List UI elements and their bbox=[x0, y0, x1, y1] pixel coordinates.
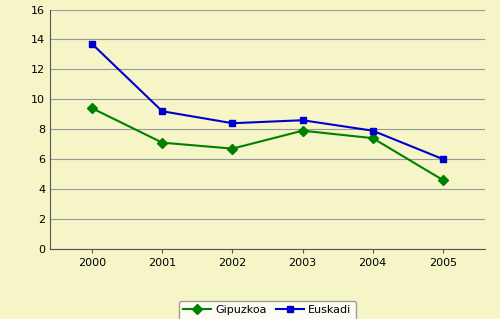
Line: Gipuzkoa: Gipuzkoa bbox=[88, 105, 446, 183]
Gipuzkoa bbox=[300, 129, 306, 133]
Euskadi bbox=[300, 118, 306, 122]
Euskadi bbox=[230, 121, 235, 125]
Gipuzkoa bbox=[440, 178, 446, 182]
Gipuzkoa bbox=[230, 147, 235, 151]
Gipuzkoa bbox=[370, 136, 376, 140]
Legend: Gipuzkoa, Euskadi: Gipuzkoa, Euskadi bbox=[179, 301, 356, 319]
Euskadi bbox=[440, 157, 446, 161]
Line: Euskadi: Euskadi bbox=[88, 41, 446, 163]
Euskadi bbox=[160, 109, 166, 113]
Gipuzkoa bbox=[89, 106, 95, 110]
Euskadi bbox=[89, 42, 95, 46]
Euskadi bbox=[370, 129, 376, 133]
Gipuzkoa bbox=[160, 141, 166, 145]
